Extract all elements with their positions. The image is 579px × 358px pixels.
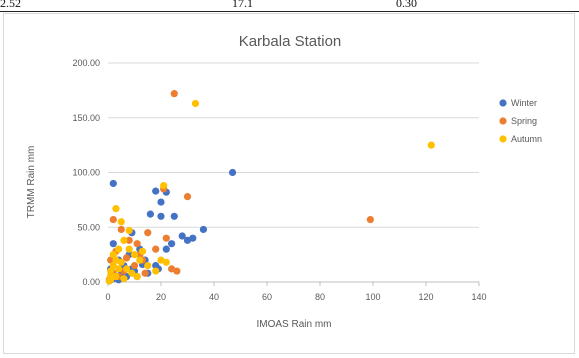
- table-cell: 0.30: [396, 0, 417, 10]
- y-axis-label: TRMM Rain mm: [26, 146, 37, 219]
- data-point: [138, 247, 147, 255]
- x-tick-label: 0: [105, 292, 110, 302]
- data-point: [122, 254, 131, 262]
- data-point: [133, 272, 141, 281]
- y-tick-label: 100.00: [72, 168, 100, 178]
- x-tick-label: 120: [418, 292, 433, 302]
- axes: 0.00 50.00 100.00 150.00 200.00 0 20 40 60 80 100 1…: [72, 58, 486, 302]
- table-cell: 17.1: [232, 0, 253, 10]
- data-point: [128, 269, 136, 277]
- data-point: [109, 240, 117, 248]
- data-point: [162, 258, 170, 266]
- legend-label: Autumn: [511, 134, 542, 144]
- x-tick-label: 60: [262, 292, 272, 302]
- data-point: [115, 265, 123, 273]
- legend-label: Winter: [511, 98, 537, 108]
- data-point: [122, 265, 131, 273]
- data-point: [107, 271, 115, 280]
- data-point: [168, 240, 176, 248]
- data-point: [152, 267, 160, 275]
- series-spring: [105, 90, 374, 284]
- series-autumn: [105, 99, 435, 285]
- data-point: [178, 232, 186, 240]
- data-point: [228, 168, 237, 177]
- data-point: [125, 226, 133, 235]
- data-point: [162, 234, 170, 242]
- legend-marker: [499, 99, 507, 107]
- data-point: [117, 218, 125, 226]
- data-point: [152, 187, 160, 195]
- legend-label: Spring: [511, 116, 537, 126]
- data-point: [170, 212, 178, 220]
- data-point: [125, 245, 133, 253]
- x-tick-label: 80: [315, 292, 325, 302]
- data-point: [199, 225, 207, 234]
- data-point: [125, 236, 133, 244]
- data-point: [157, 212, 165, 220]
- y-tick-label: 200.00: [72, 58, 100, 68]
- legend: Winter Spring Autumn: [499, 98, 542, 144]
- chart-container: Karbala Station 0.00 50.00 100.00 150.00 200…: [3, 13, 575, 354]
- scatter-chart: Karbala Station 0.0050.00100.00150.00200…: [26, 33, 542, 330]
- table-fragment: 2.52 17.1 0.30: [0, 0, 579, 12]
- data-point: [146, 210, 154, 218]
- data-point: [170, 90, 178, 98]
- x-axis-label: IMOAS Rain mm: [256, 319, 331, 330]
- y-tick-label: 0.00: [82, 277, 100, 287]
- data-point: [366, 215, 374, 224]
- data-point: [191, 99, 200, 108]
- table-cell: 2.52: [0, 0, 21, 10]
- data-point: [162, 245, 170, 253]
- legend-marker: [499, 117, 507, 125]
- x-tick-label: 40: [209, 292, 219, 302]
- y-tick-label: 150.00: [72, 113, 100, 123]
- x-tick-label: 140: [471, 292, 486, 302]
- data-point: [120, 236, 128, 244]
- data-point: [112, 256, 120, 264]
- x-tick-label: 20: [156, 292, 166, 302]
- data-points: [105, 90, 435, 285]
- data-point: [109, 179, 117, 188]
- data-point: [130, 251, 139, 259]
- data-point: [109, 251, 117, 259]
- data-point: [105, 277, 113, 285]
- legend-marker: [499, 135, 507, 143]
- table-rule: [0, 11, 579, 12]
- data-point: [144, 229, 152, 237]
- data-point: [115, 245, 123, 253]
- data-point: [117, 225, 125, 234]
- data-point: [141, 269, 149, 277]
- data-point: [183, 236, 192, 244]
- data-point: [130, 261, 139, 270]
- data-point: [152, 245, 160, 253]
- chart-title: Karbala Station: [239, 33, 342, 50]
- data-point: [144, 261, 152, 270]
- data-point: [109, 261, 117, 270]
- data-point: [160, 182, 168, 190]
- data-point: [427, 141, 435, 149]
- y-tick-label: 50.00: [77, 222, 100, 232]
- data-point: [157, 198, 165, 206]
- data-point: [173, 267, 181, 275]
- data-point: [183, 192, 192, 201]
- data-point: [107, 256, 115, 264]
- data-point: [112, 205, 120, 213]
- data-point: [109, 215, 117, 224]
- x-tick-label: 100: [365, 292, 380, 302]
- data-point: [120, 275, 128, 283]
- data-point: [133, 240, 141, 248]
- data-point: [136, 256, 144, 264]
